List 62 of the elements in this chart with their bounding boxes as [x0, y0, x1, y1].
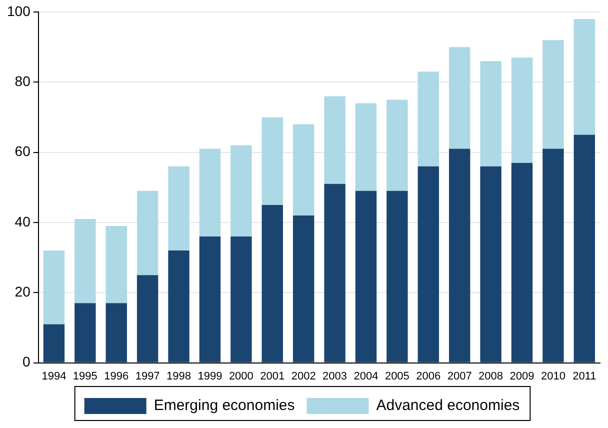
x-tick-label: 2009 — [510, 370, 534, 382]
bar — [106, 303, 127, 362]
x-tick-label: 1998 — [166, 370, 192, 382]
bar — [511, 58, 533, 163]
x-tick-label: 1995 — [72, 370, 98, 382]
x-tick-label: 1996 — [104, 370, 129, 382]
y-tick-label: 100 — [7, 2, 31, 19]
bar — [168, 250, 190, 362]
x-tick-label: 2010 — [540, 370, 566, 382]
y-tick-label: 80 — [14, 73, 31, 90]
x-tick-label: 2002 — [291, 370, 316, 382]
bar — [292, 215, 314, 362]
bar — [230, 236, 252, 362]
x-tick-label: 2001 — [260, 370, 285, 382]
x-tick-label: 2004 — [354, 370, 378, 382]
bar — [199, 148, 221, 237]
bar — [386, 190, 408, 362]
bar — [230, 145, 252, 237]
bar — [292, 124, 314, 216]
bar — [74, 218, 96, 304]
bar — [418, 166, 439, 362]
x-tick-label: 2006 — [416, 370, 441, 382]
bar — [511, 162, 533, 362]
bar — [106, 226, 127, 304]
bar — [448, 148, 470, 362]
bar — [43, 324, 65, 362]
bar — [199, 236, 221, 362]
y-tick-label: 40 — [14, 213, 31, 230]
bar — [574, 19, 596, 135]
x-tick-label: 1994 — [42, 370, 66, 382]
bar — [262, 117, 283, 205]
y-tick-label: 60 — [14, 143, 31, 160]
x-tick-label: 2005 — [384, 370, 410, 382]
bar — [542, 148, 564, 362]
x-tick-label: 1999 — [198, 370, 222, 382]
legend-label: Emerging economies — [154, 397, 295, 414]
bar — [574, 134, 596, 362]
bar — [168, 166, 190, 251]
bar — [542, 40, 564, 149]
bar — [355, 103, 377, 191]
bar — [480, 166, 502, 362]
bar — [324, 184, 346, 362]
x-tick-label: 2000 — [228, 370, 254, 382]
bar — [418, 72, 439, 166]
bar — [386, 100, 408, 191]
bar — [480, 61, 502, 166]
legend-label: Advanced economies — [376, 397, 520, 414]
bar — [324, 96, 346, 184]
bar — [262, 204, 283, 362]
x-tick-label: 1997 — [135, 370, 160, 382]
bar — [136, 190, 158, 276]
x-tick-label: 2007 — [447, 370, 472, 382]
bar — [136, 275, 158, 362]
y-tick-label: 20 — [14, 284, 31, 300]
bar — [355, 190, 377, 362]
x-tick-label: 2008 — [478, 370, 504, 382]
bar — [43, 250, 65, 324]
x-tick-label: 2011 — [572, 370, 596, 382]
bar — [74, 303, 96, 362]
y-tick-label: 0 — [22, 354, 31, 370]
x-tick-label: 2003 — [322, 370, 348, 382]
bar — [448, 47, 470, 149]
